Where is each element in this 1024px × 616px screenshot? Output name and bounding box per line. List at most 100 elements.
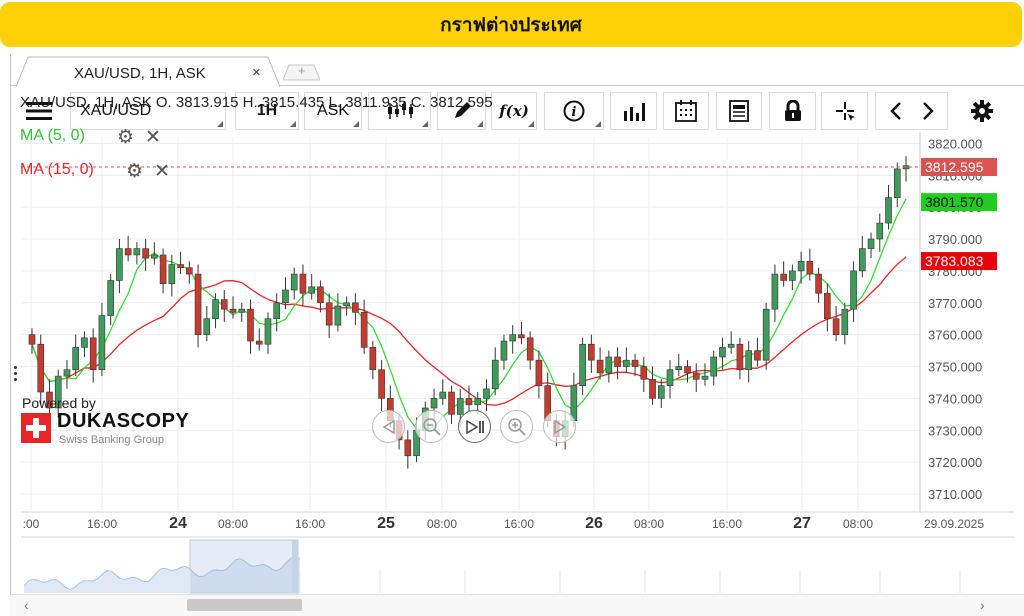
candle-body — [159, 254, 167, 284]
info-button[interactable]: i — [544, 92, 604, 130]
reset-view-button[interactable] — [458, 410, 491, 443]
swiss-cross-icon — [21, 413, 51, 443]
candle-body — [858, 248, 866, 272]
candle-body — [876, 222, 884, 240]
candle-body — [727, 343, 735, 348]
ma15-legend[interactable]: MA (15, 0) — [20, 161, 94, 178]
candle-body — [474, 398, 482, 406]
price-labels: 3812.595 3801.570 3783.083 — [21, 157, 997, 271]
candle-body — [448, 391, 455, 415]
calendar-button[interactable] — [663, 92, 709, 130]
candle-body — [789, 270, 796, 281]
x-tick-label: 08:00 — [218, 517, 248, 531]
chevron-left-icon — [889, 102, 901, 120]
candle-body — [832, 318, 840, 335]
candle-body — [273, 302, 281, 320]
ma15-settings-icon[interactable]: ⚙ — [126, 161, 144, 182]
candle-body — [806, 261, 814, 275]
y-tick-label: 3740.000 — [928, 391, 982, 406]
x-tick-label: 16:00 — [504, 517, 534, 531]
candle-body — [631, 359, 639, 367]
indicators-button[interactable]: f(x) — [491, 92, 537, 130]
zoom-out-icon — [422, 417, 441, 436]
pencil-icon — [454, 102, 471, 118]
page-banner: กราฟต่างประเทศ — [0, 2, 1022, 47]
candle-body — [736, 343, 744, 371]
powered-by-text: Powered by — [22, 395, 96, 411]
volume-button[interactable] — [610, 92, 657, 130]
candle-body — [657, 385, 665, 399]
horizontal-scrollbar[interactable]: ‹ › — [10, 594, 1024, 616]
banner-title: กราฟต่างประเทศ — [440, 13, 582, 36]
tab-bar: XAU/USD, 1H, ASK × + — [11, 54, 1024, 87]
y-tick-label: 3720.000 — [928, 455, 982, 470]
ma5-price-label-bg — [921, 193, 997, 212]
x-tick-label: 16:00 — [712, 517, 742, 531]
candle-body — [325, 302, 333, 326]
candle-body — [98, 315, 106, 371]
zoom-out-button[interactable] — [415, 410, 448, 443]
x-tick-label: 16:00 — [87, 517, 117, 531]
candle-body — [308, 286, 315, 294]
add-tab-button[interactable]: + — [282, 63, 321, 81]
navigator-window-handle — [292, 540, 298, 593]
candlestick-icon — [387, 102, 413, 119]
candle-body — [317, 286, 324, 304]
chart-grid — [21, 137, 920, 510]
x-tick-label: 08:00 — [843, 517, 873, 531]
chevron-right-icon — [922, 102, 934, 120]
crosshair-button[interactable] — [821, 92, 868, 130]
news-button[interactable] — [716, 92, 762, 130]
drawing-tools-button[interactable] — [437, 92, 486, 130]
scroll-left-arrow-icon[interactable]: ‹ — [24, 597, 29, 613]
ma5-legend[interactable]: MA (5, 0) — [20, 127, 85, 144]
candle-body — [439, 391, 447, 399]
candle-body — [203, 318, 211, 335]
settings-button[interactable] — [959, 92, 1005, 130]
x-tick-label: :00 — [23, 517, 40, 531]
candle-body — [649, 378, 656, 399]
candle-body — [352, 302, 359, 313]
y-tick-label: 3790.000 — [928, 232, 982, 247]
candle-body — [483, 388, 490, 399]
candle-body — [701, 375, 709, 380]
candle-body — [605, 356, 613, 374]
candle-body — [238, 308, 246, 313]
candle-body — [116, 248, 123, 281]
candle-body — [596, 359, 604, 374]
scroll-forward-button[interactable] — [543, 410, 576, 443]
ma5-settings-icon[interactable]: ⚙ — [117, 127, 135, 148]
skip-to-end-icon — [465, 419, 484, 434]
lock-button[interactable] — [769, 92, 816, 130]
menu-button[interactable] — [16, 92, 62, 130]
candle-body — [491, 359, 499, 390]
dukascopy-logo[interactable]: DUKASCOPY Swiss Banking Group — [21, 410, 189, 446]
candle-body — [526, 337, 534, 361]
candle-body — [404, 439, 412, 457]
zoom-in-button[interactable] — [500, 410, 533, 443]
panel-resize-handle[interactable] — [13, 366, 19, 388]
scrollbar-thumb[interactable] — [187, 599, 302, 611]
candle-body — [299, 273, 307, 294]
period-select[interactable]: 1H — [235, 92, 299, 130]
scroll-back-button[interactable] — [372, 410, 405, 443]
candle-body — [177, 264, 184, 269]
ma5-remove-icon[interactable]: ✕ — [145, 127, 161, 148]
chart-type-button[interactable] — [368, 92, 431, 130]
candle-body — [229, 308, 237, 313]
x-tick-label: 16:00 — [295, 517, 325, 531]
candle-body — [220, 299, 228, 310]
side-select[interactable]: ASK — [304, 92, 362, 130]
scroll-right-arrow-icon[interactable]: › — [980, 597, 985, 613]
tab-xauusd[interactable]: XAU/USD, 1H, ASK × — [16, 56, 281, 87]
candle-body — [212, 299, 219, 320]
instrument-select[interactable]: XAU/USD — [70, 92, 226, 130]
ma15-remove-icon[interactable]: ✕ — [154, 161, 170, 182]
candle-body — [684, 366, 691, 374]
tab-close-icon[interactable]: × — [252, 64, 261, 81]
y-tick-label: 3730.000 — [928, 423, 982, 438]
period-value: 1H — [256, 102, 278, 119]
dropdown-corner-icon — [595, 121, 601, 127]
ma15-price-label-bg — [921, 252, 997, 271]
